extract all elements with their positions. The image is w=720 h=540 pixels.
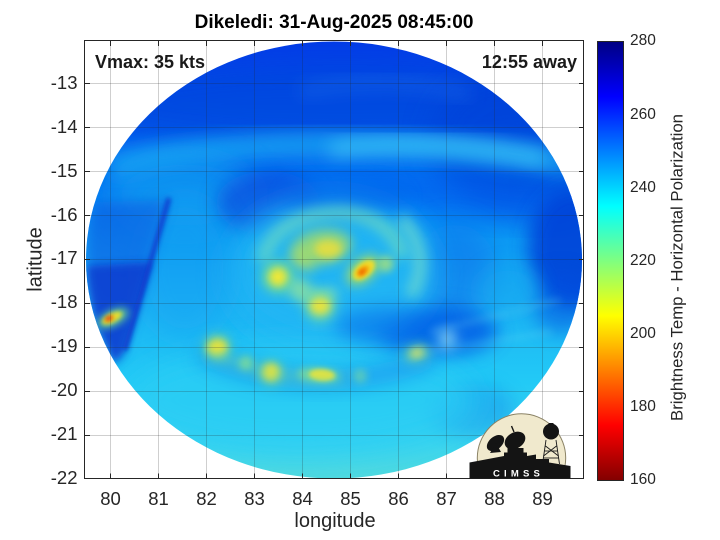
svg-text:CIMSS: CIMSS xyxy=(493,469,544,480)
